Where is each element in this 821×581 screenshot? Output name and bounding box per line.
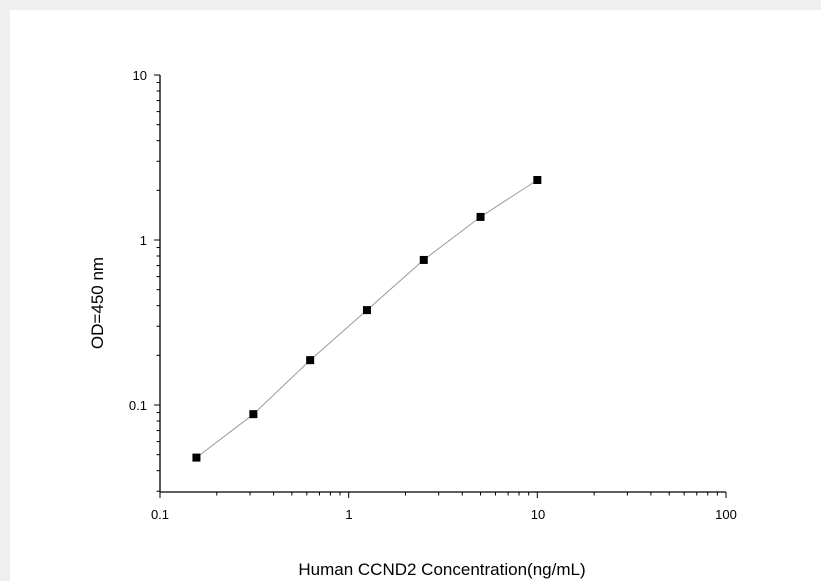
x-tick-label: 10 — [531, 507, 545, 522]
data-point — [192, 453, 201, 462]
axes — [154, 74, 727, 498]
data-point — [476, 212, 485, 221]
data-point — [533, 176, 542, 185]
y-axis-title: OD=450 nm — [88, 257, 107, 349]
chart-frame: 0.1 1 10 100 0.1 1 10 Human CCND2 Concen… — [10, 10, 821, 581]
y-tick-label: 0.1 — [129, 398, 147, 413]
y-tick-label: 1 — [140, 233, 147, 248]
x-tick-label: 1 — [345, 507, 352, 522]
series-line — [196, 179, 538, 458]
data-series — [192, 176, 542, 462]
data-point — [306, 356, 315, 365]
y-tick-label: 10 — [133, 68, 147, 83]
data-point — [362, 306, 371, 315]
chart: 0.1 1 10 100 0.1 1 10 Human CCND2 Concen… — [88, 68, 737, 579]
x-tick-label: 100 — [715, 507, 737, 522]
tick-labels: 0.1 1 10 100 0.1 1 10 — [129, 68, 737, 522]
x-axis-title: Human CCND2 Concentration(ng/mL) — [298, 560, 585, 579]
data-point — [249, 410, 258, 419]
x-tick-label: 0.1 — [151, 507, 169, 522]
data-point — [419, 255, 428, 264]
